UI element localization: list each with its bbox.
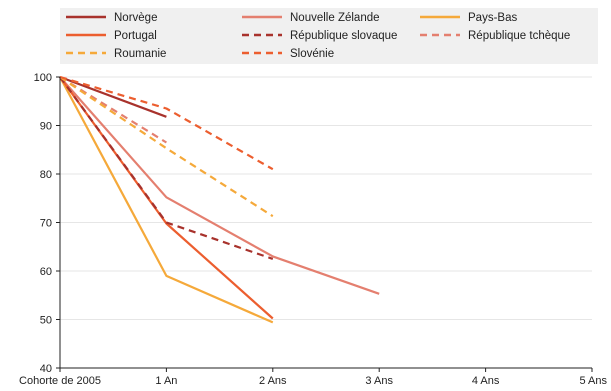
series-line-6 (59, 76, 167, 144)
legend-label: République tchèque (468, 30, 570, 42)
x-tick-label: 5 Ans (579, 375, 607, 387)
x-tick-label: 1 An (155, 375, 177, 387)
y-tick-label: 80 (40, 169, 52, 181)
series-line-1 (59, 75, 167, 118)
legend-label: Portugal (114, 30, 157, 42)
y-tick-label: 90 (40, 121, 52, 133)
legend-label: Pays-Bas (468, 12, 517, 24)
x-axis-ticks: Cohorte de 2005 1 An 2 Ans 3 Ans 4 Ans 5 Ans (19, 368, 607, 387)
y-axis-ticks: 40 50 60 70 80 90 100 (34, 72, 60, 375)
legend-label: République slovaque (290, 30, 397, 42)
y-tick-label: 100 (34, 72, 52, 84)
grid (60, 76, 592, 320)
legend: Norvège Nouvelle Zélande Pays-Bas Portugal R… (66, 12, 570, 60)
legend-label: Norvège (114, 12, 157, 24)
x-tick-label: Cohorte de 2005 (19, 375, 101, 387)
y-tick-label: 60 (40, 266, 52, 278)
y-tick-label: 50 (40, 315, 52, 327)
y-tick-label: 40 (40, 363, 52, 375)
legend-box (60, 8, 598, 64)
series-line-2 (59, 76, 380, 295)
series-lines (59, 75, 380, 324)
x-tick-label: 2 Ans (259, 375, 287, 387)
x-tick-label: 4 Ans (472, 375, 500, 387)
legend-label: Roumanie (114, 48, 166, 60)
legend-label: Slovénie (290, 48, 334, 60)
series-line-3 (59, 76, 274, 324)
series-line-8 (59, 75, 274, 171)
x-tick-label: 3 Ans (365, 375, 393, 387)
legend-label: Nouvelle Zélande (290, 12, 380, 24)
series-line-5 (59, 76, 274, 260)
y-tick-label: 70 (40, 218, 52, 230)
series-line-7 (59, 76, 274, 218)
